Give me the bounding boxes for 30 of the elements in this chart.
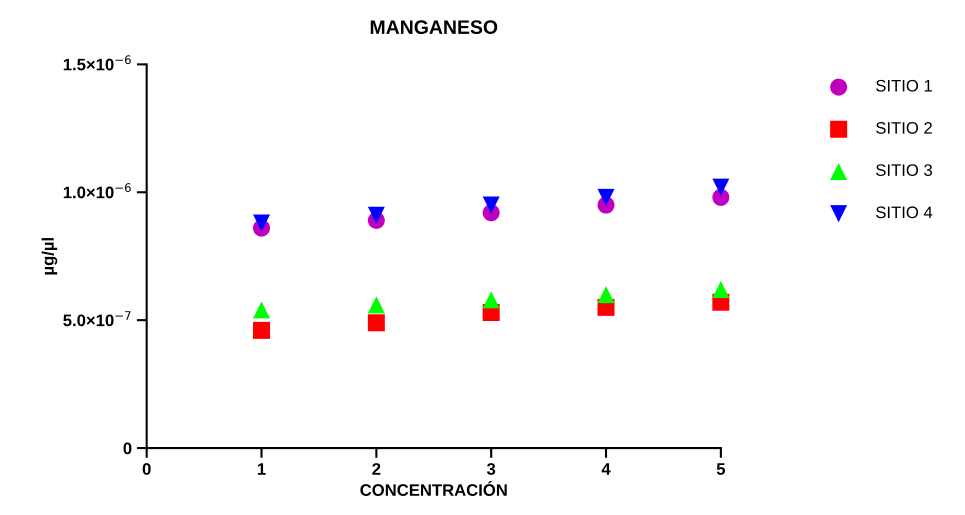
legend-label: SITIO 3 [876, 164, 932, 176]
legend-label: SITIO 2 [876, 122, 932, 134]
point [482, 196, 500, 214]
x-tick-label: 0 [142, 463, 151, 475]
legend-label: SITIO 4 [876, 206, 932, 218]
y-tick-label: 1.0×10$^{−6}$ [64, 183, 131, 198]
point [482, 291, 500, 308]
point [253, 214, 270, 232]
point [712, 188, 730, 206]
y-tick-label: 1.5×10$^{−6}$ [64, 55, 131, 70]
point [598, 286, 615, 304]
x-tick-label: 3 [486, 463, 496, 475]
legend-label: SITIO 1 [876, 80, 932, 92]
y-tick-label: 0 [123, 442, 132, 454]
chart-title: MANGANESO [370, 20, 498, 34]
x-axis-title: CONCENTRACIÓN [360, 481, 507, 496]
x-tick-label: 2 [372, 463, 380, 475]
point [712, 178, 730, 196]
y-axis-title: µg/µl [42, 238, 58, 274]
point [368, 314, 385, 332]
x-tick-label: 5 [716, 463, 726, 475]
point [712, 280, 730, 298]
point [598, 188, 615, 206]
point [253, 322, 270, 339]
point [368, 296, 385, 314]
x-tick-label: 1 [258, 463, 266, 475]
point [253, 301, 270, 318]
y-tick-label: 5.0×10$^{−7}$ [63, 311, 131, 326]
point [368, 206, 385, 224]
x-tick-label: 4 [602, 463, 611, 475]
